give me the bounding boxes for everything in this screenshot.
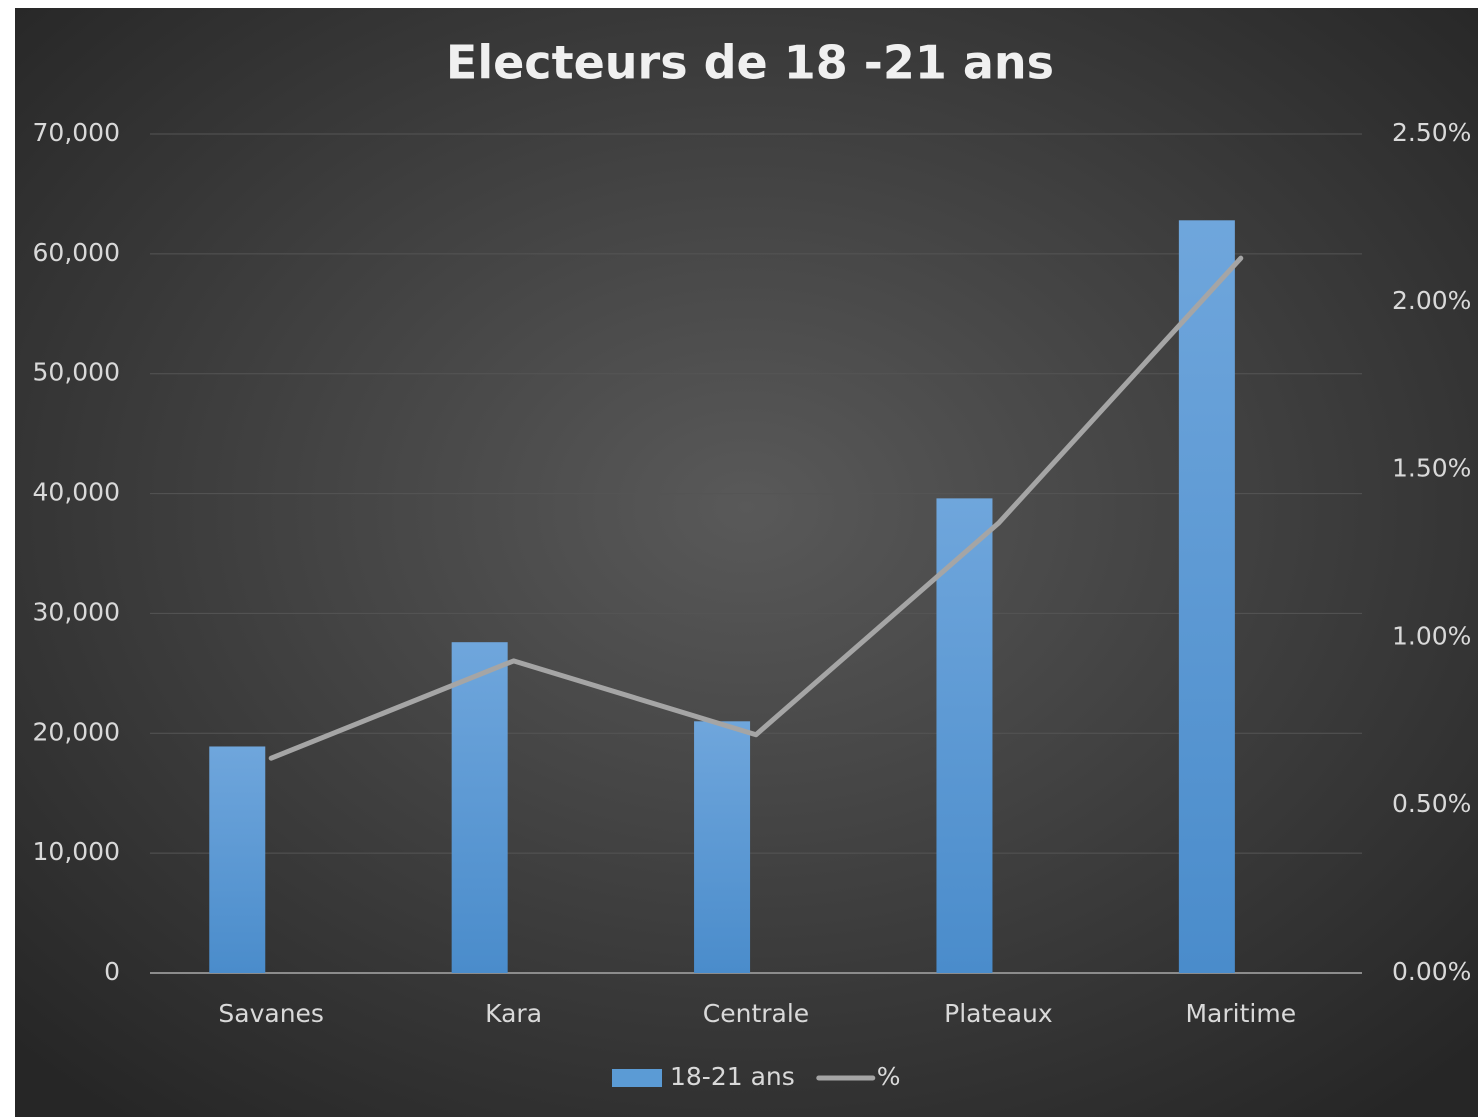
legend-label: 18-21 ans — [670, 1062, 795, 1091]
y2-tick-label: 2.50% — [1392, 118, 1471, 147]
y2-tick-label: 0.00% — [1392, 957, 1471, 986]
y-tick-label: 70,000 — [33, 118, 120, 147]
chart-title: Electeurs de 18 -21 ans — [446, 36, 1054, 90]
y-tick-label: 40,000 — [33, 478, 120, 507]
x-tick-label: Maritime — [1185, 999, 1296, 1028]
y2-tick-label: 2.00% — [1392, 286, 1471, 315]
y2-tick-label: 0.50% — [1392, 789, 1471, 818]
legend-label: % — [877, 1062, 901, 1091]
x-tick-label: Kara — [485, 999, 542, 1028]
line — [268, 255, 1244, 761]
bar — [209, 746, 266, 973]
y-tick-label: 20,000 — [33, 717, 120, 746]
bar — [451, 642, 508, 973]
x-tick-label: Plateaux — [944, 999, 1052, 1028]
bar — [936, 498, 993, 973]
bar — [694, 721, 751, 973]
y-tick-label: 10,000 — [33, 837, 120, 866]
x-tick-label: Savanes — [218, 999, 324, 1028]
legend-swatch — [612, 1069, 662, 1087]
bar — [1178, 220, 1235, 974]
x-tick-label: Centrale — [703, 999, 809, 1028]
y2-tick-label: 1.00% — [1392, 621, 1471, 650]
y-tick-label: 30,000 — [33, 597, 120, 626]
y2-tick-label: 1.50% — [1392, 454, 1471, 483]
y-tick-label: 0 — [104, 957, 120, 986]
y-tick-label: 50,000 — [33, 358, 120, 387]
y-tick-label: 60,000 — [33, 238, 120, 267]
